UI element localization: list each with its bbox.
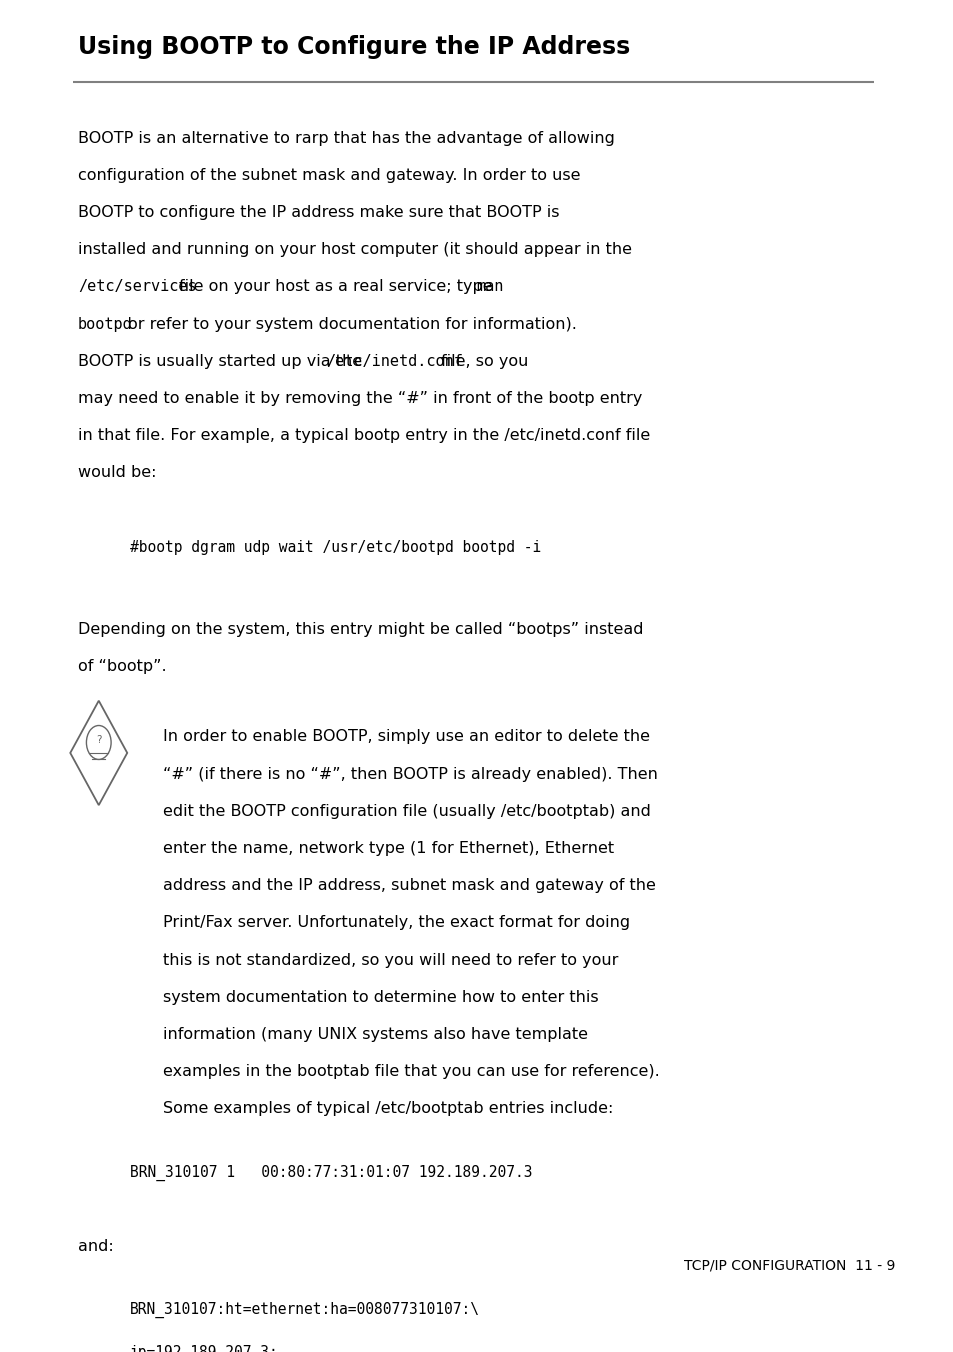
Text: configuration of the subnet mask and gateway. In order to use: configuration of the subnet mask and gat… [78, 168, 579, 183]
Text: file on your host as a real service; type: file on your host as a real service; typ… [179, 280, 493, 295]
Text: TCP/IP CONFIGURATION  11 - 9: TCP/IP CONFIGURATION 11 - 9 [683, 1259, 894, 1272]
Text: #bootp dgram udp wait /usr/etc/bootpd bootpd -i: #bootp dgram udp wait /usr/etc/bootpd bo… [130, 539, 540, 554]
Text: BRN_310107 1   00:80:77:31:01:07 192.189.207.3: BRN_310107 1 00:80:77:31:01:07 192.189.2… [130, 1164, 532, 1180]
Text: In order to enable BOOTP, simply use an editor to delete the: In order to enable BOOTP, simply use an … [163, 730, 650, 745]
Text: enter the name, network type (1 for Ethernet), Ethernet: enter the name, network type (1 for Ethe… [163, 841, 614, 856]
Text: Print/Fax server. Unfortunately, the exact format for doing: Print/Fax server. Unfortunately, the exa… [163, 915, 630, 930]
Text: ip=192.189.207.3:: ip=192.189.207.3: [130, 1345, 278, 1352]
Text: BOOTP is an alternative to rarp that has the advantage of allowing: BOOTP is an alternative to rarp that has… [78, 131, 614, 146]
Text: system documentation to determine how to enter this: system documentation to determine how to… [163, 990, 598, 1005]
Text: Using BOOTP to Configure the IP Address: Using BOOTP to Configure the IP Address [78, 35, 630, 58]
Text: would be:: would be: [78, 465, 156, 480]
Text: BOOTP to configure the IP address make sure that BOOTP is: BOOTP to configure the IP address make s… [78, 206, 558, 220]
Text: /etc/services: /etc/services [78, 280, 196, 295]
Text: Some examples of typical /etc/bootptab entries include:: Some examples of typical /etc/bootptab e… [163, 1102, 613, 1117]
Text: man: man [476, 280, 502, 295]
Text: information (many UNIX systems also have template: information (many UNIX systems also have… [163, 1028, 588, 1042]
Text: examples in the bootptab file that you can use for reference).: examples in the bootptab file that you c… [163, 1064, 659, 1079]
Text: Depending on the system, this entry might be called “bootps” instead: Depending on the system, this entry migh… [78, 622, 642, 637]
Text: this is not standardized, so you will need to refer to your: this is not standardized, so you will ne… [163, 953, 618, 968]
Text: may need to enable it by removing the “#” in front of the bootp entry: may need to enable it by removing the “#… [78, 391, 641, 406]
Text: ?: ? [96, 735, 101, 745]
Text: of “bootp”.: of “bootp”. [78, 658, 167, 673]
Text: address and the IP address, subnet mask and gateway of the: address and the IP address, subnet mask … [163, 879, 656, 894]
Text: BRN_310107:ht=ethernet:ha=008077310107:\: BRN_310107:ht=ethernet:ha=008077310107:\ [130, 1302, 479, 1318]
Text: file, so you: file, so you [440, 354, 527, 369]
Text: bootpd: bootpd [78, 316, 132, 331]
Text: or refer to your system documentation for information).: or refer to your system documentation fo… [128, 316, 577, 331]
Text: and:: and: [78, 1238, 113, 1255]
Text: BOOTP is usually started up via the: BOOTP is usually started up via the [78, 354, 361, 369]
Text: edit the BOOTP configuration file (usually /etc/bootptab) and: edit the BOOTP configuration file (usual… [163, 804, 651, 819]
Text: “#” (if there is no “#”, then BOOTP is already enabled). Then: “#” (if there is no “#”, then BOOTP is a… [163, 767, 658, 781]
Text: installed and running on your host computer (it should appear in the: installed and running on your host compu… [78, 242, 631, 257]
Text: /etc/inetd.conf: /etc/inetd.conf [326, 354, 463, 369]
Text: in that file. For example, a typical bootp entry in the /etc/inetd.conf file: in that file. For example, a typical boo… [78, 429, 649, 443]
